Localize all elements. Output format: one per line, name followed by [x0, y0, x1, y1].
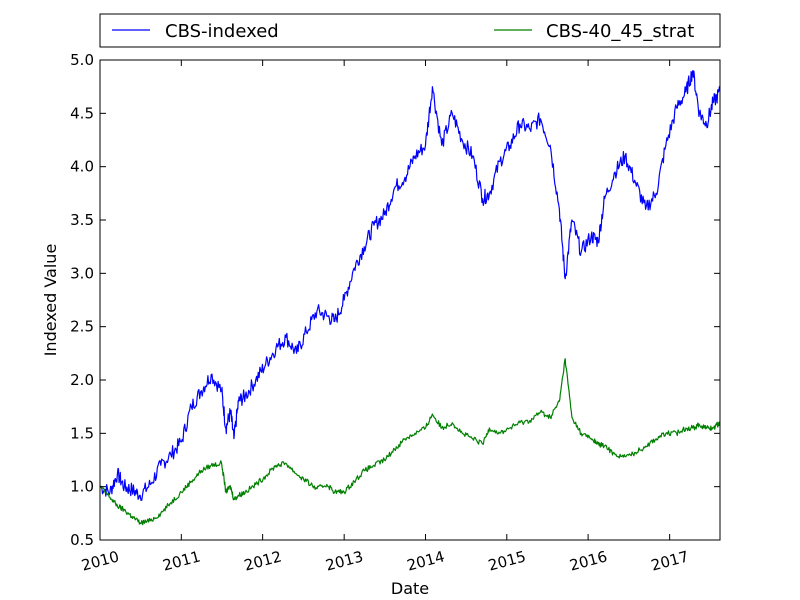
y-tick-label: 2.5 — [70, 318, 94, 336]
legend-label-cbs-indexed: CBS-indexed — [165, 21, 279, 42]
y-tick-label: 1.0 — [70, 478, 94, 496]
legend-box — [99, 13, 721, 48]
series-line-cbs-indexed — [99, 70, 721, 501]
plot-frame — [99, 59, 721, 541]
y-tick-label: 3.0 — [70, 264, 94, 282]
y-tick-label: 2.0 — [70, 371, 94, 389]
y-tick-label: 4.0 — [70, 158, 94, 176]
y-tick-label: 1.5 — [70, 424, 94, 442]
y-axis-label: Indexed Value — [41, 244, 60, 357]
x-axis-label: Date — [391, 579, 429, 598]
y-tick-label: 0.5 — [70, 531, 94, 549]
y-tick-label: 5.0 — [70, 51, 94, 69]
legend: CBS-indexed CBS-40_45_strat — [99, 13, 721, 48]
series-layer — [99, 70, 721, 526]
series-line-cbs-40-45-strat — [99, 358, 721, 526]
legend-label-cbs-40-45-strat: CBS-40_45_strat — [546, 21, 694, 42]
y-tick-label: 4.5 — [70, 104, 94, 122]
y-tick-label: 3.5 — [70, 211, 94, 229]
